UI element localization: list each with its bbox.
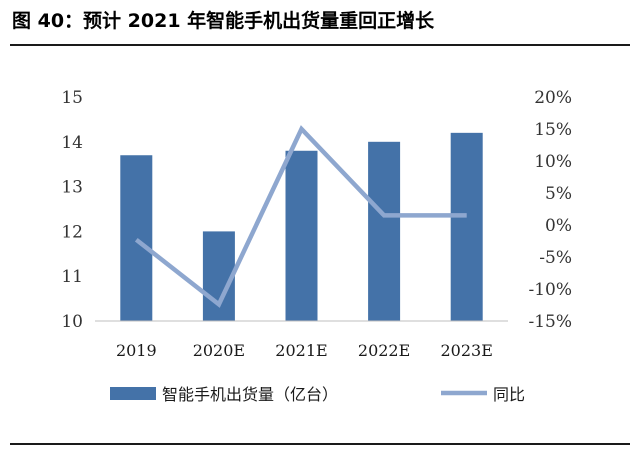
right-tick-label: -15%	[528, 312, 572, 332]
right-tick-label: 0%	[545, 216, 572, 236]
legend-bar-label: 智能手机出货量（亿台）	[162, 385, 338, 404]
yoy-line-group	[134, 125, 467, 308]
legend-bar-swatch	[110, 387, 156, 400]
legend: 智能手机出货量（亿台） 同比	[110, 385, 525, 404]
left-tick-label: 10	[61, 312, 83, 332]
category-label: 2022E	[358, 341, 410, 360]
left-tick-label: 15	[61, 88, 83, 108]
right-tick-label: 10%	[534, 152, 572, 172]
left-axis-ticks: 10 11 12 13 14 15	[61, 88, 83, 332]
bar-2019	[120, 155, 153, 321]
legend-line-label: 同比	[493, 385, 525, 404]
left-tick-label: 11	[61, 267, 83, 287]
bottom-rule	[10, 443, 630, 445]
right-tick-label: -5%	[539, 248, 572, 268]
bar-2021E	[285, 150, 318, 321]
right-tick-label: 5%	[545, 184, 572, 204]
bars-group	[120, 132, 483, 321]
left-tick-label: 13	[61, 178, 83, 198]
top-rule	[10, 44, 630, 46]
left-tick-label: 14	[61, 133, 83, 153]
right-tick-label: 20%	[534, 88, 572, 108]
chart-title: 图 40：预计 2021 年智能手机出货量重回正增长	[12, 10, 435, 32]
category-label: 2023E	[440, 341, 492, 360]
category-labels: 2019 2020E 2021E 2022E 2023E	[116, 341, 493, 360]
category-label: 2020E	[193, 341, 245, 360]
right-tick-label: 15%	[534, 120, 572, 140]
left-tick-label: 12	[61, 222, 83, 242]
category-label: 2019	[116, 341, 157, 360]
right-tick-label: -10%	[528, 280, 572, 300]
bar-2023E	[450, 132, 483, 321]
bar-2022E	[368, 141, 401, 321]
category-label: 2021E	[275, 341, 327, 360]
right-axis-ticks: -15% -10% -5% 0% 5% 10% 15% 20%	[528, 88, 572, 332]
